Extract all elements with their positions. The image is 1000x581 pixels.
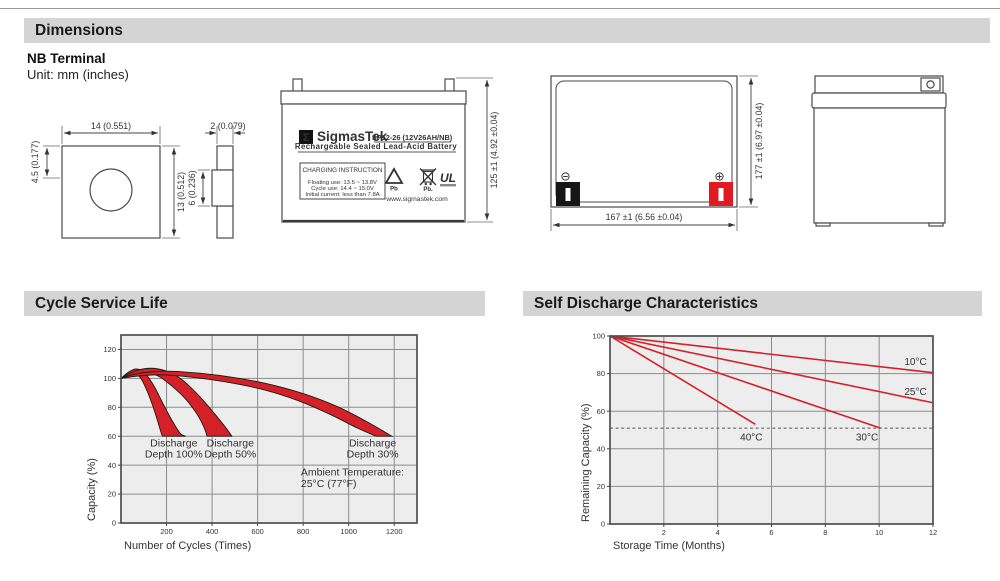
- terminal-type-title: NB Terminal: [27, 51, 106, 66]
- battery-top-view: 167 ±1 (6.56 ±0.04) 177 ±1 (6.97 ±0.04): [550, 75, 764, 231]
- charging-line1: Floating use: 13.5 ~ 13.8V: [308, 180, 377, 186]
- battery-side-view: [811, 75, 947, 227]
- dim-terminal-mid-height: 6 (0.236): [187, 170, 197, 205]
- y-tick-label: 100: [592, 332, 605, 341]
- dimension-drawings: 14 (0.551) 4.5 (0.177) 13 (0.512) 2 (0.0…: [30, 75, 947, 239]
- y-tick-label: 60: [108, 432, 116, 441]
- y-tick-label: 80: [597, 369, 605, 378]
- ambient-temperature-note: 25°C (77°F): [301, 478, 357, 490]
- y-tick-label: 20: [108, 490, 116, 499]
- band-label: Depth 100%: [145, 448, 203, 460]
- dim-terminal-hole-offset: 4.5 (0.177): [30, 141, 40, 184]
- temperature-label: 25°C: [904, 387, 926, 398]
- charging-line2: Cycle use: 14.4 ~ 15.0V: [311, 186, 374, 192]
- temperature-line: [609, 335, 934, 374]
- y-tick-label: 40: [108, 461, 116, 470]
- website-text: www.sigmastek.com: [385, 196, 448, 203]
- y-tick-label: 100: [103, 374, 116, 383]
- sigma-glyph: Σ: [303, 132, 310, 144]
- plot-border: [120, 334, 418, 524]
- svg-text:Pb: Pb: [390, 187, 398, 193]
- dim-terminal-thickness: 2 (0.079): [210, 121, 245, 131]
- section-header-dimensions: Dimensions: [24, 18, 990, 43]
- terminal-hole: [89, 168, 133, 212]
- temperature-line: [609, 335, 934, 404]
- dim-top-width: 167 ±1 (6.56 ±0.04): [606, 212, 683, 222]
- section-header-cycle-service-life: Cycle Service Life: [24, 291, 485, 316]
- y-tick-label: 40: [597, 444, 605, 453]
- brand-name: SigmasTek: [317, 129, 388, 144]
- unit-note: Unit: mm (inches): [27, 67, 129, 82]
- band-label: Discharge: [150, 437, 197, 449]
- battery-front-view: Σ SigmasTek SP12-26 (12V26AH/NB) Recharg…: [280, 77, 499, 223]
- terminal-side-view: 2 (0.079) 6 (0.236): [187, 121, 246, 239]
- page-top-rule: [0, 8, 1000, 10]
- y-tick-label: 0: [112, 519, 116, 528]
- x-axis-title-cycles: Number of Cycles (Times): [124, 540, 251, 552]
- svg-text:UL: UL: [440, 171, 456, 185]
- svg-text:Pb.: Pb.: [423, 187, 433, 193]
- temperature-label: 30°C: [856, 432, 878, 443]
- battery-post: [292, 78, 303, 93]
- x-tick-label: 8: [823, 528, 827, 537]
- y-tick-label: 80: [108, 403, 116, 412]
- dim-top-height: 177 ±1 (6.97 ±0.04): [754, 103, 764, 180]
- battery-post: [444, 78, 455, 93]
- x-tick-label: 200: [160, 527, 173, 536]
- temperature-label: 10°C: [904, 357, 926, 368]
- x-tick-label: 800: [297, 527, 310, 536]
- y-axis-title-capacity: Capacity (%): [86, 458, 98, 521]
- temperature-line: [609, 335, 756, 426]
- section-title: Self Discharge Characteristics: [534, 295, 758, 312]
- terminal-front-view: 14 (0.551) 4.5 (0.177) 13 (0.512): [30, 121, 186, 239]
- y-axis-title-remaining: Remaining Capacity (%): [580, 403, 592, 522]
- ambient-temperature-note: Ambient Temperature:: [301, 466, 404, 478]
- band-label: Discharge: [349, 437, 396, 449]
- x-tick-label: 1200: [386, 527, 403, 536]
- discharge-band: [120, 370, 394, 437]
- ul-mark-icon: UL: [440, 171, 456, 187]
- dim-terminal-width: 14 (0.551): [91, 121, 131, 131]
- x-tick-label: 4: [716, 528, 720, 537]
- y-tick-label: 20: [597, 482, 605, 491]
- recycle-icon: Pb: [384, 167, 404, 193]
- y-tick-label: 60: [597, 407, 605, 416]
- temperature-line: [609, 335, 881, 429]
- section-header-self-discharge: Self Discharge Characteristics: [523, 291, 982, 316]
- charging-title: CHARGING INSTRUCTION: [303, 167, 383, 174]
- model-number: SP12-26 (12V26AH/NB): [372, 133, 453, 142]
- section-title: Dimensions: [35, 22, 123, 39]
- x-tick-label: 600: [251, 527, 264, 536]
- sigma-logo-icon: [299, 130, 313, 144]
- section-title: Cycle Service Life: [35, 295, 168, 312]
- band-label: Discharge: [207, 437, 254, 449]
- crossed-bin-icon: Pb.: [419, 168, 437, 193]
- y-tick-label: 120: [103, 345, 116, 354]
- self-discharge-chart: 10°C 25°C 30°C 40°C 2 4 6 8 10 12 0 20 40 60 80 100: [592, 332, 937, 537]
- plus-terminal-icon: [715, 172, 724, 181]
- x-tick-label: 12: [929, 528, 937, 537]
- y-tick-label: 0: [601, 520, 605, 529]
- x-tick-label: 1000: [340, 527, 357, 536]
- band-label: Depth 30%: [347, 448, 399, 460]
- charging-instruction-box: [299, 162, 386, 200]
- x-tick-label: 400: [206, 527, 219, 536]
- x-axis-title-storage: Storage Time (Months): [613, 540, 725, 552]
- dim-battery-height: 125 ±1 (4.92 ±0.04): [489, 112, 499, 189]
- battery-type-line: Rechargeable Sealed Lead-Acid Battery: [295, 142, 457, 151]
- minus-terminal-icon: [561, 172, 570, 181]
- band-label: Depth 50%: [204, 448, 256, 460]
- temperature-label: 40°C: [740, 432, 762, 443]
- x-tick-label: 2: [662, 528, 666, 537]
- dim-terminal-height: 13 (0.512): [176, 172, 186, 212]
- x-tick-label: 6: [769, 528, 773, 537]
- x-tick-label: 10: [875, 528, 883, 537]
- charging-line3: Initial current: less than 7.8A: [305, 192, 379, 198]
